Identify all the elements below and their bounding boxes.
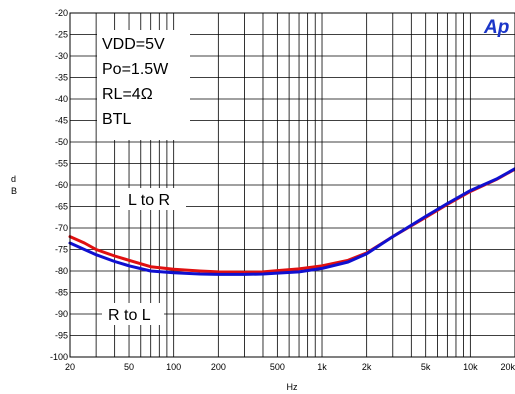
y-tick-label: -70 (55, 223, 68, 233)
conditions-box (97, 30, 190, 140)
x-tick-label: 2k (362, 362, 372, 372)
condition-po: Po=1.5W (102, 61, 169, 78)
x-tick-label: 5k (421, 362, 431, 372)
x-axis-label: Hz (287, 382, 298, 392)
l-to-r-label-box (120, 188, 186, 210)
plot-border (69, 12, 515, 358)
y-tick-label: -25 (55, 30, 68, 40)
y-tick-label: -90 (55, 309, 68, 319)
y-tick-label: -50 (55, 137, 68, 147)
logo-text: Ap (483, 17, 509, 38)
x-tick-label: 1k (317, 362, 327, 372)
x-tick-label: 100 (166, 362, 181, 372)
condition-btl: BTL (102, 111, 131, 128)
l-to-r-label: L to R (128, 192, 170, 209)
x-tick-label: 20 (65, 362, 75, 372)
axes: -20 -25 -30 -35 -40 -45 -50 -55 -60 -65 -70 -75 -80 -… (50, 8, 515, 372)
y-tick-label: -65 (55, 202, 68, 212)
logo: Ap (483, 17, 509, 38)
x-tick-label: 50 (124, 362, 134, 372)
x-tick-label: 500 (270, 362, 285, 372)
series-line-red (68, 167, 515, 274)
y-tick-label: -30 (55, 51, 68, 61)
y-axis-label-b: B (11, 186, 17, 196)
y-tick-label: -45 (55, 116, 68, 126)
condition-rl: RL=4Ω (102, 86, 153, 103)
y-tick-label: -85 (55, 288, 68, 298)
y-axis-label-d: d (11, 174, 16, 184)
x-tick-label: 200 (211, 362, 226, 372)
y-tick-label: -40 (55, 94, 68, 104)
annotations: VDD=5V Po=1.5W RL=4Ω BTL L to R R to L (97, 30, 190, 325)
x-tick-label: 20k (500, 362, 515, 372)
series (68, 167, 515, 276)
y-tick-label: -80 (55, 266, 68, 276)
y-tick-label: -55 (55, 159, 68, 169)
y-tick-label: -95 (55, 331, 68, 341)
r-to-l-label: R to L (108, 307, 151, 324)
y-tick-label: -20 (55, 8, 68, 18)
y-tick-label: -60 (55, 180, 68, 190)
y-tick-label: -75 (55, 245, 68, 255)
y-tick-label: -100 (50, 352, 68, 362)
x-tick-label: 10k (463, 362, 478, 372)
series-line-blue (68, 167, 515, 276)
condition-vdd: VDD=5V (102, 36, 165, 53)
r-to-l-label-box (102, 303, 164, 325)
y-tick-label: -35 (55, 73, 68, 83)
